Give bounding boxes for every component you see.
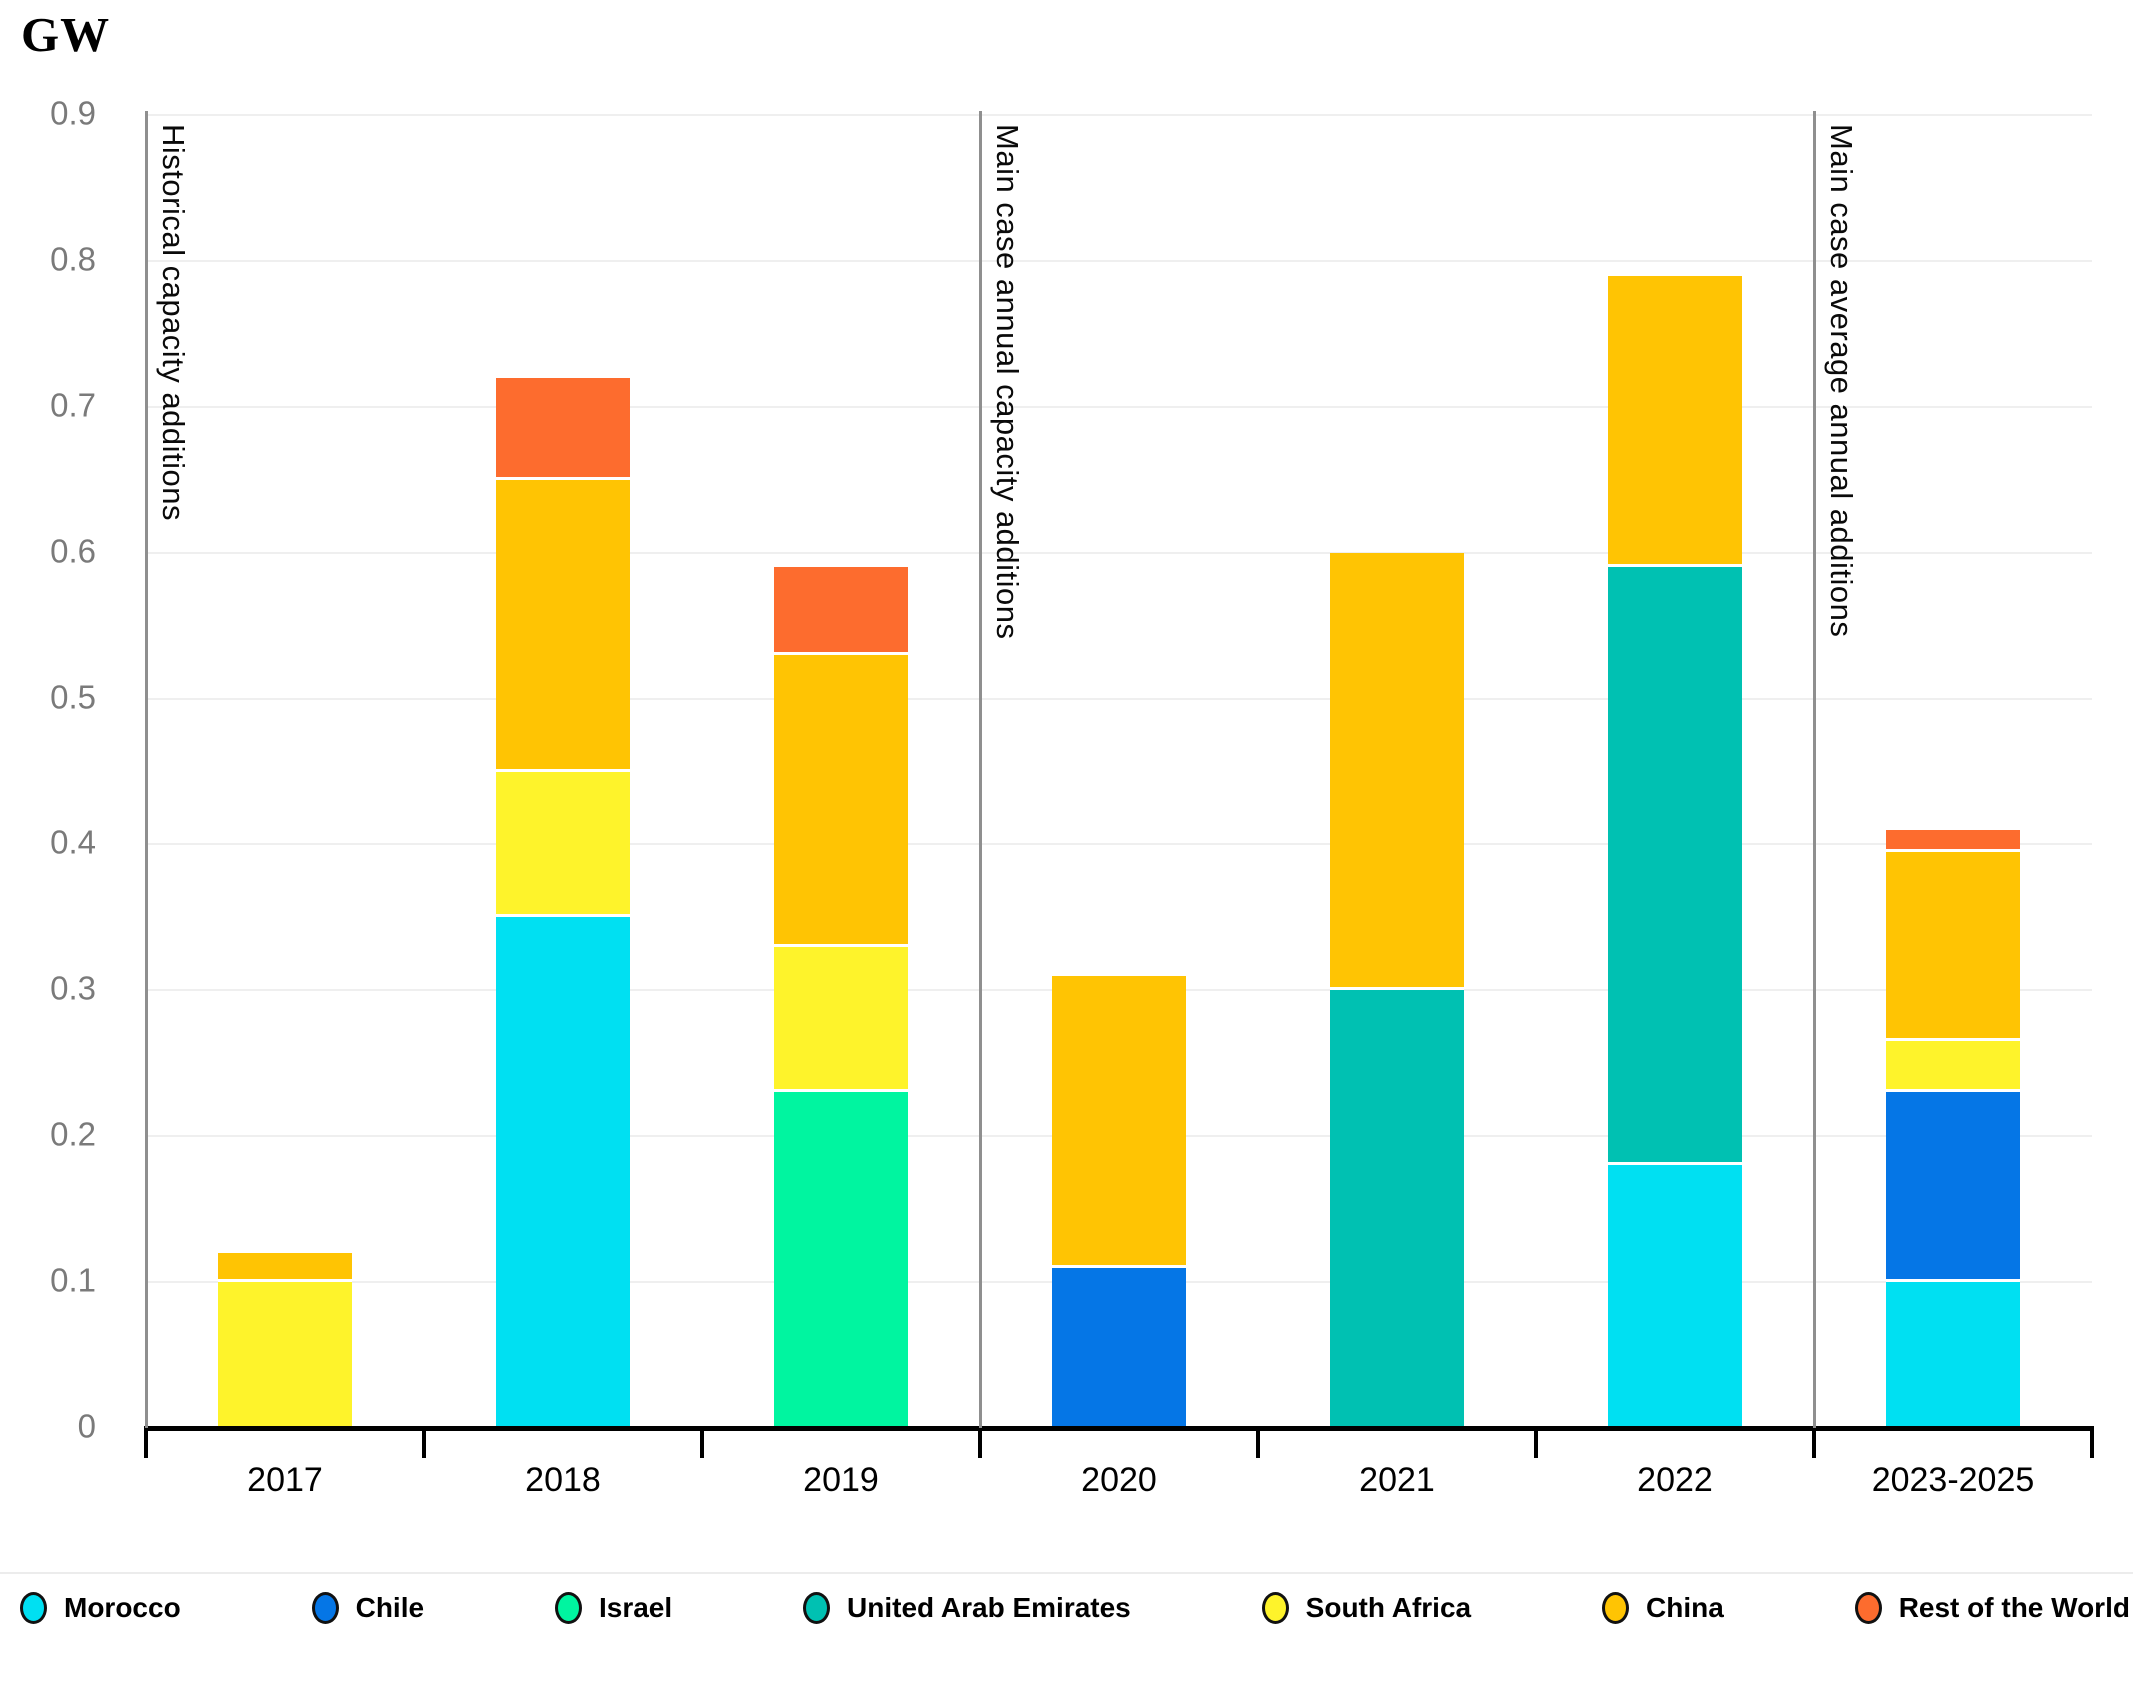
- legend-marker-icon: [311, 1592, 339, 1624]
- gridline-0.8: [146, 259, 2092, 262]
- gridline-0.4: [146, 843, 2092, 846]
- legend-marker-icon: [803, 1592, 831, 1624]
- bar-segment-2018-morocco: [496, 917, 630, 1428]
- x-tick-label-2017: 2017: [247, 1461, 323, 1499]
- legend-marker-icon: [1602, 1592, 1629, 1624]
- legend-item-rest-of-the-world: Rest of the World: [1854, 1592, 2130, 1624]
- legend-label: Morocco: [64, 1592, 181, 1623]
- x-tick-label-2018: 2018: [525, 1461, 601, 1499]
- y-tick-label: 0.2: [50, 1115, 96, 1153]
- legend-item-united-arab-emirates: United Arab Emirates: [803, 1592, 1131, 1624]
- bar-segment-2020-chile: [1052, 1267, 1186, 1428]
- legend-item-south-africa: South Africa: [1261, 1592, 1472, 1624]
- legend-item-chile: Chile: [311, 1592, 425, 1624]
- x-axis-tick: [978, 1426, 982, 1458]
- x-axis-tick: [1534, 1426, 1538, 1458]
- plot-area: [146, 114, 2092, 1428]
- bar-segment-2019-israel: [774, 1092, 908, 1428]
- bar-segment-2018-south-africa: [496, 771, 630, 918]
- y-tick-label: 0.1: [50, 1261, 96, 1299]
- x-tick-label-2020: 2020: [1081, 1461, 1157, 1499]
- bar-segment-2019-china: [774, 654, 908, 947]
- x-tick-label-2022: 2022: [1637, 1461, 1713, 1499]
- legend: Morocco Chile Israel United Arab Emirates So…: [20, 1580, 2130, 1636]
- section-divider: [145, 111, 148, 1428]
- bar-segment-2021-united-arab-emirates: [1330, 990, 1464, 1428]
- gridline-0.6: [146, 551, 2092, 554]
- legend-label: South Africa: [1305, 1592, 1472, 1623]
- bar-segment-2019-south-africa: [774, 946, 908, 1093]
- bar-segment-2023-2025-china: [1886, 851, 2020, 1042]
- bar-segment-2017-china: [218, 1252, 352, 1283]
- y-tick-label: 0.6: [50, 532, 96, 570]
- bar-segment-2023-2025-chile: [1886, 1092, 2020, 1283]
- x-tick-label-2019: 2019: [803, 1461, 879, 1499]
- section-divider: [1813, 111, 1816, 1428]
- y-tick-label: 0.7: [50, 386, 96, 424]
- bar-segment-2019-rest-of-the-world: [774, 567, 908, 655]
- bar-segment-2022-china: [1608, 275, 1742, 568]
- legend-marker-icon: [554, 1592, 582, 1624]
- legend-item-china: China: [1602, 1592, 1724, 1624]
- bar-segment-2022-united-arab-emirates: [1608, 567, 1742, 1166]
- legend-marker-icon: [20, 1592, 47, 1624]
- legend-marker-icon: [1261, 1592, 1289, 1624]
- legend-label: China: [1646, 1592, 1724, 1623]
- bar-segment-2022-morocco: [1608, 1165, 1742, 1428]
- y-tick-label: 0.5: [50, 678, 96, 716]
- bar-segment-2020-china: [1052, 975, 1186, 1268]
- section-divider: [979, 111, 982, 1428]
- section-label: Main case average annual additions: [1824, 124, 1859, 638]
- x-axis-tick: [1256, 1426, 1260, 1458]
- bar-segment-2017-south-africa: [218, 1282, 352, 1428]
- x-axis-tick: [700, 1426, 704, 1458]
- y-tick-label: 0.3: [50, 969, 96, 1007]
- bar-segment-2023-2025-rest-of-the-world: [1886, 829, 2020, 852]
- legend-label: Rest of the World: [1898, 1592, 2130, 1623]
- legend-marker-icon: [1854, 1592, 1882, 1624]
- legend-item-israel: Israel: [554, 1592, 673, 1624]
- x-tick-label-2023-2025: 2023-2025: [1871, 1461, 2035, 1499]
- section-label: Historical capacity additions: [156, 124, 191, 522]
- x-axis-tick: [1812, 1426, 1816, 1458]
- x-axis-line: [144, 1426, 2094, 1431]
- x-tick-label-2021: 2021: [1359, 1461, 1435, 1499]
- x-axis-tick: [2090, 1426, 2094, 1458]
- bar-segment-2023-2025-morocco: [1886, 1282, 2020, 1428]
- legend-label: Chile: [355, 1592, 425, 1623]
- legend-divider: [0, 1572, 2133, 1574]
- gridline-0.9: [146, 114, 2092, 116]
- bar-segment-2018-china: [496, 479, 630, 772]
- y-tick-label: 0.8: [50, 240, 96, 278]
- bar-segment-2021-china: [1330, 552, 1464, 991]
- legend-label: United Arab Emirates: [847, 1592, 1131, 1623]
- legend-label: Israel: [598, 1592, 673, 1623]
- bar-segment-2023-2025-south-africa: [1886, 1041, 2020, 1093]
- gridline-0.7: [146, 405, 2092, 408]
- y-tick-label: 0: [77, 1407, 96, 1445]
- x-axis-tick: [144, 1426, 148, 1458]
- chart-title: GW: [21, 7, 111, 62]
- bar-segment-2018-rest-of-the-world: [496, 377, 630, 480]
- y-tick-label: 0.4: [50, 823, 96, 861]
- legend-item-morocco: Morocco: [20, 1592, 181, 1624]
- section-label: Main case annual capacity additions: [990, 124, 1025, 640]
- x-axis-tick: [422, 1426, 426, 1458]
- y-tick-label: 0.9: [50, 94, 96, 132]
- gridline-0.5: [146, 697, 2092, 700]
